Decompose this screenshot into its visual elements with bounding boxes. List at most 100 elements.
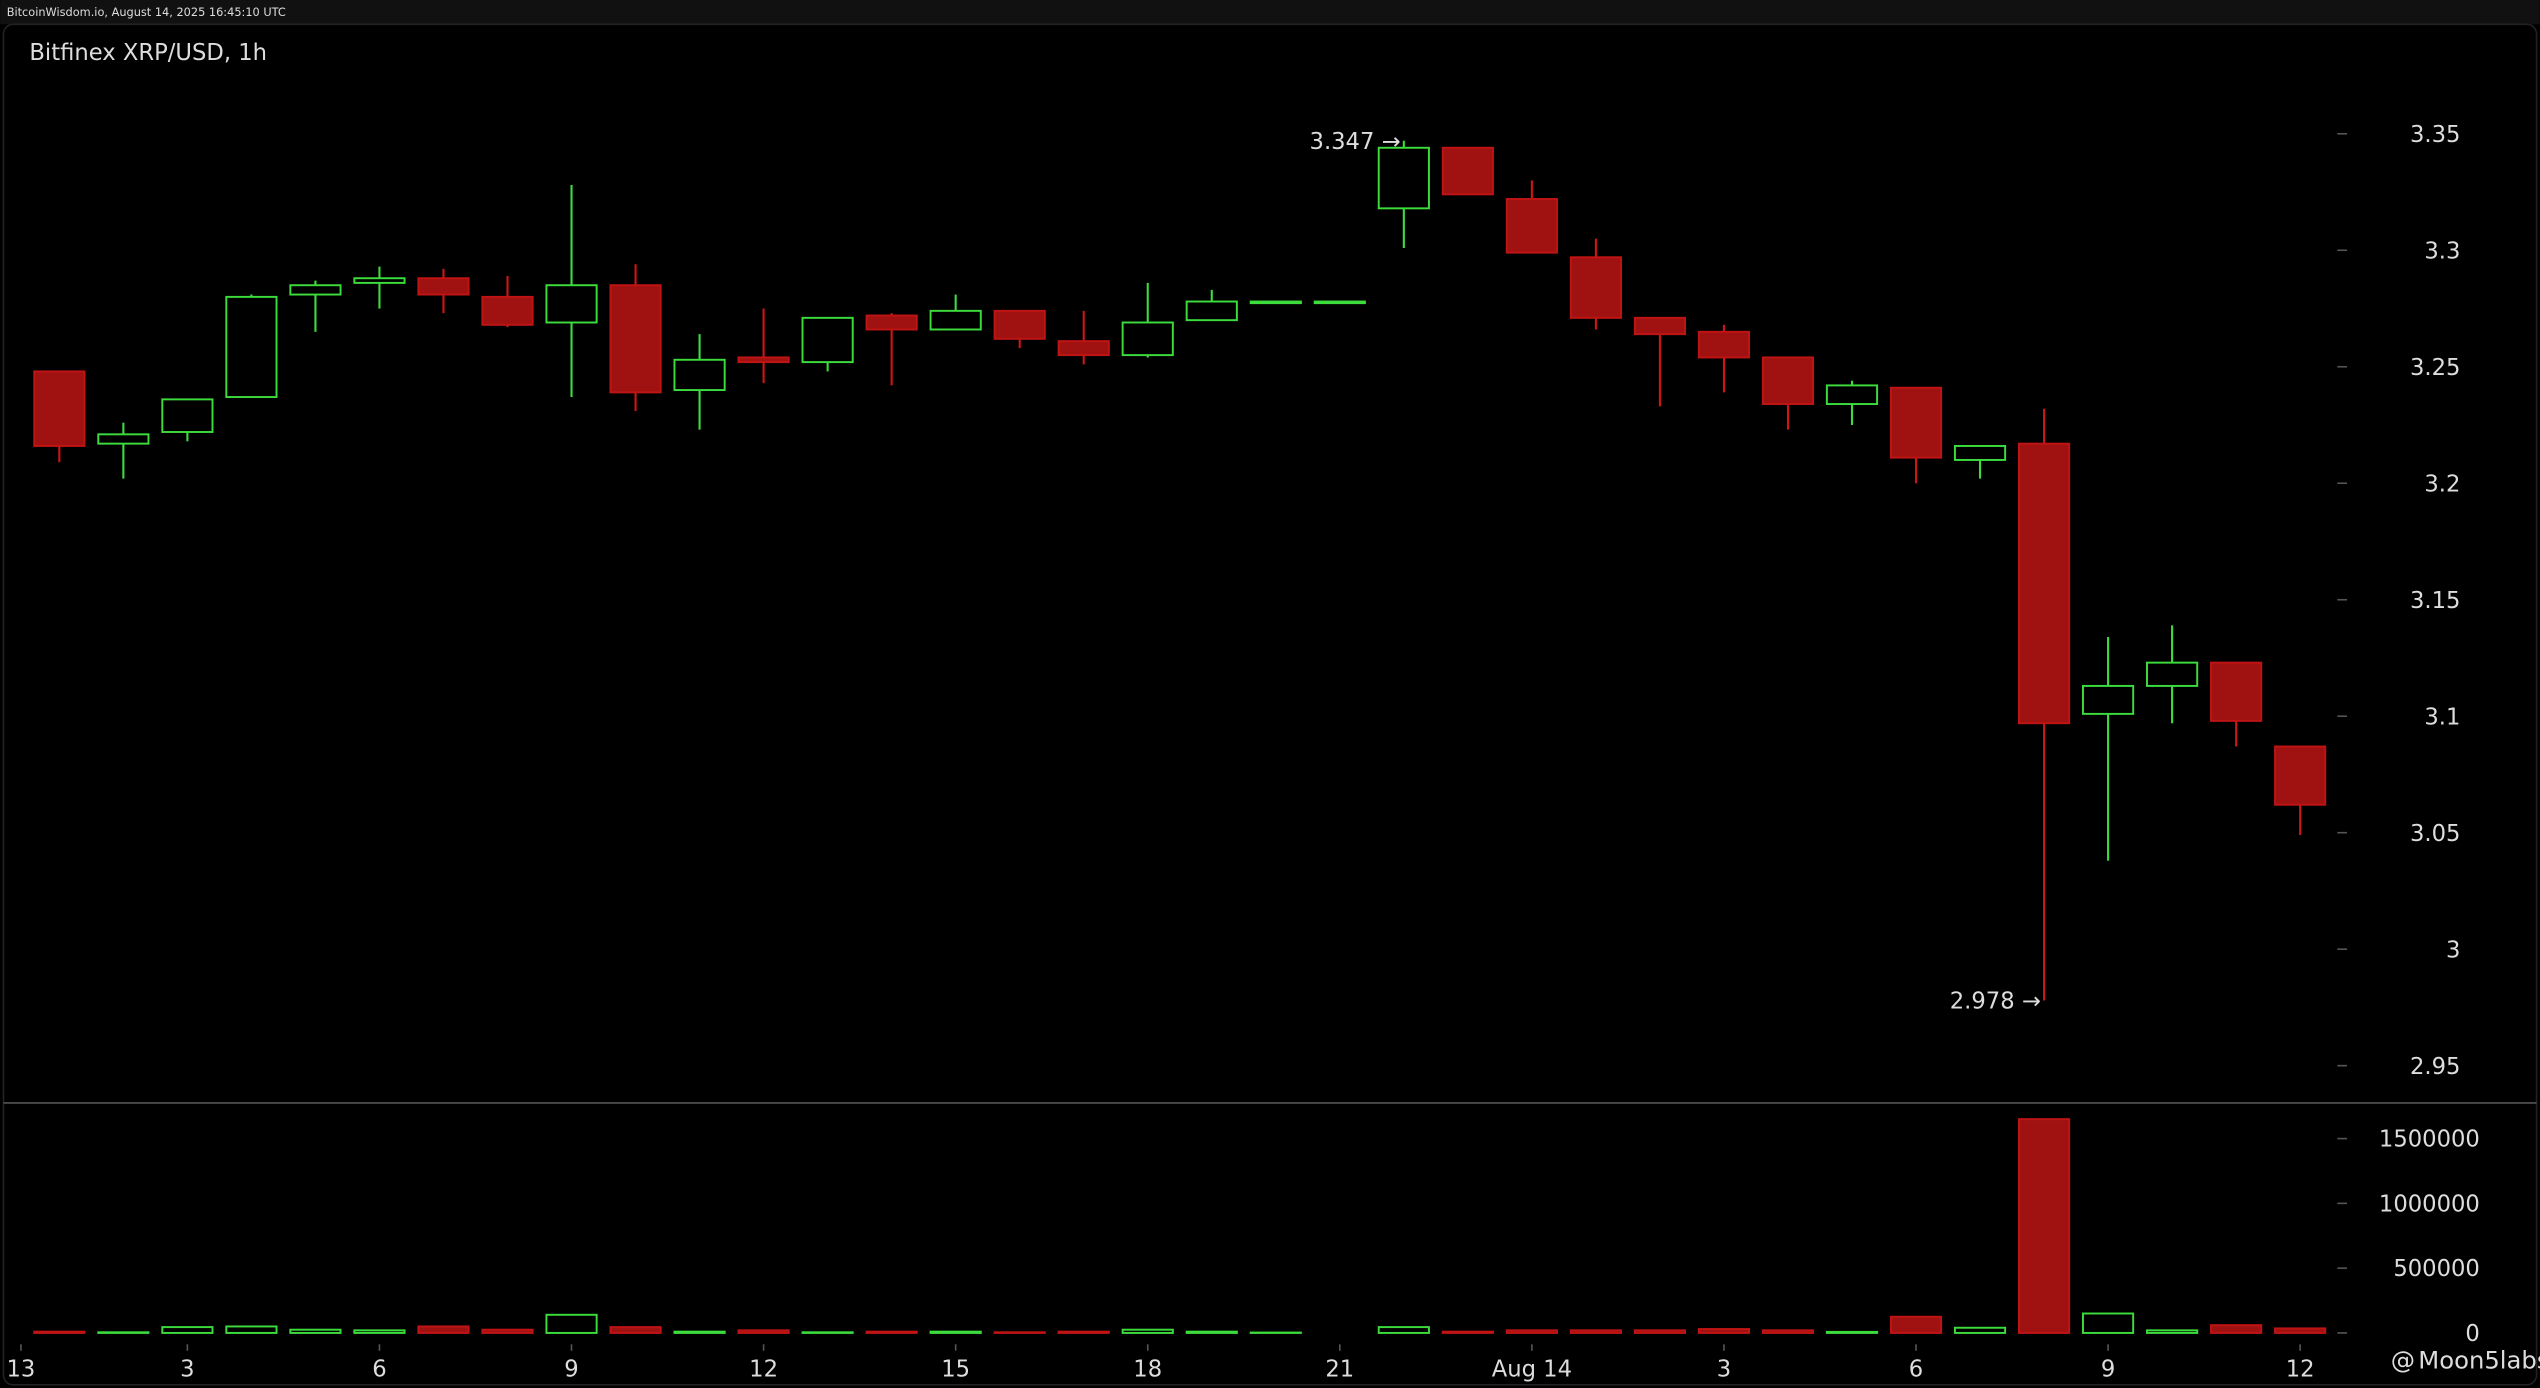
watermark: Moon5labs bbox=[2418, 1346, 2540, 1375]
volume-bar bbox=[929, 1330, 982, 1334]
candle-body bbox=[2274, 745, 2327, 806]
candle-body bbox=[609, 284, 662, 394]
annotation: 2.978 → bbox=[1950, 989, 2041, 1015]
candle-body bbox=[1377, 146, 1430, 210]
y-tick-label: 3.1 bbox=[2424, 704, 2460, 730]
candle-body bbox=[993, 309, 1046, 340]
volume-bar bbox=[2082, 1312, 2135, 1334]
volume-bar bbox=[993, 1331, 1046, 1334]
candle-body bbox=[865, 314, 918, 331]
volume-bar bbox=[801, 1331, 854, 1334]
candle-body bbox=[1185, 300, 1238, 322]
candle-body bbox=[2017, 442, 2071, 725]
chart-panel bbox=[2, 23, 2538, 1386]
y-tick-label: 2.95 bbox=[2410, 1054, 2460, 1080]
x-tick-label: 3 bbox=[1717, 1357, 1731, 1383]
candle-body bbox=[673, 358, 726, 392]
candle-body bbox=[1889, 386, 1943, 459]
volume-tick-label: 0 bbox=[2465, 1321, 2479, 1347]
candle-body bbox=[161, 398, 214, 433]
volume-tick-label: 500000 bbox=[2393, 1256, 2480, 1282]
x-tick-label: 3 bbox=[180, 1357, 194, 1383]
volume-bar bbox=[289, 1328, 342, 1334]
volume-bar bbox=[33, 1330, 86, 1334]
volume-bar bbox=[1057, 1330, 1110, 1334]
volume-bar bbox=[1505, 1329, 1558, 1334]
candle-body bbox=[481, 295, 534, 326]
candle-body bbox=[1569, 256, 1622, 319]
volume-bar bbox=[1761, 1329, 1815, 1334]
volume-bar bbox=[1825, 1330, 1879, 1334]
volume-bar bbox=[1633, 1329, 1686, 1334]
y-tick-label: 3.05 bbox=[2410, 821, 2460, 847]
candle-body bbox=[1825, 384, 1879, 406]
y-tick-label: 3 bbox=[2446, 937, 2460, 963]
volume-bar bbox=[737, 1329, 790, 1334]
x-tick-label: Aug 14 bbox=[1492, 1357, 1572, 1383]
x-tick-label: 12 bbox=[749, 1357, 778, 1383]
volume-bar bbox=[2274, 1327, 2327, 1334]
x-tick-label: 21 bbox=[1325, 1357, 1354, 1383]
candle-body bbox=[2210, 661, 2263, 722]
x-tick-label: 13 bbox=[7, 1357, 36, 1383]
candle-body bbox=[1761, 356, 1815, 406]
volume-bar bbox=[2210, 1324, 2263, 1334]
candle-body bbox=[1057, 340, 1110, 357]
candle-body bbox=[225, 295, 278, 399]
candle-body bbox=[929, 309, 982, 331]
candle-body bbox=[289, 284, 342, 296]
volume-bar bbox=[353, 1329, 406, 1334]
volume-bar bbox=[2146, 1329, 2199, 1334]
candle-body bbox=[353, 277, 406, 284]
y-tick-label: 3.3 bbox=[2424, 238, 2460, 264]
candle-body bbox=[33, 370, 86, 447]
volume-bar bbox=[1377, 1326, 1430, 1334]
x-tick-label: 15 bbox=[941, 1357, 970, 1383]
volume-tick-label: 1000000 bbox=[2379, 1191, 2480, 1217]
y-tick-label: 3.2 bbox=[2424, 471, 2460, 497]
candle-body bbox=[545, 284, 598, 324]
volume-bar bbox=[609, 1326, 662, 1334]
y-tick-label: 3.35 bbox=[2410, 122, 2460, 148]
candle-body bbox=[737, 356, 790, 364]
candle-body bbox=[97, 433, 150, 445]
header-bar bbox=[0, 0, 2540, 25]
volume-bar bbox=[1697, 1328, 1751, 1334]
candle-body bbox=[1313, 300, 1366, 305]
volume-bar bbox=[1185, 1330, 1238, 1334]
volume-bar bbox=[1889, 1315, 1943, 1334]
candle-body bbox=[2082, 684, 2135, 715]
x-tick-label: 9 bbox=[564, 1357, 578, 1383]
candle-body bbox=[2146, 661, 2199, 687]
chart-title: Bitfinex XRP/USD, 1h bbox=[29, 40, 267, 66]
volume-bar bbox=[1953, 1326, 2007, 1334]
x-tick-label: 18 bbox=[1133, 1357, 1162, 1383]
candle-body bbox=[1953, 444, 2007, 461]
y-tick-label: 3.15 bbox=[2410, 588, 2460, 614]
candle-body bbox=[1441, 146, 1494, 196]
candle-body bbox=[1633, 316, 1686, 336]
volume-tick-label: 1500000 bbox=[2379, 1127, 2480, 1153]
volume-bar bbox=[673, 1330, 726, 1334]
volume-bar bbox=[225, 1325, 278, 1334]
volume-bar bbox=[1121, 1328, 1174, 1334]
volume-bar bbox=[1441, 1330, 1494, 1334]
x-tick-label: 9 bbox=[2101, 1357, 2115, 1383]
x-tick-label: 12 bbox=[2286, 1357, 2315, 1383]
candle-body bbox=[417, 277, 470, 296]
volume-bar bbox=[161, 1326, 214, 1334]
annotation: 3.347 → bbox=[1310, 129, 1401, 155]
candle-body bbox=[1697, 330, 1751, 359]
header: BitcoinWisdom.io, August 14, 2025 16:45:… bbox=[7, 5, 286, 19]
volume-bar bbox=[417, 1325, 470, 1334]
watermark-prefix: @ bbox=[2391, 1346, 2415, 1375]
x-tick-label: 6 bbox=[1909, 1357, 1923, 1383]
volume-bar bbox=[1569, 1329, 1622, 1334]
y-tick-label: 3.25 bbox=[2410, 355, 2460, 381]
volume-bar bbox=[545, 1313, 598, 1334]
candle-body bbox=[1249, 300, 1302, 305]
candle-body bbox=[801, 316, 854, 364]
candle-body bbox=[1505, 198, 1558, 254]
